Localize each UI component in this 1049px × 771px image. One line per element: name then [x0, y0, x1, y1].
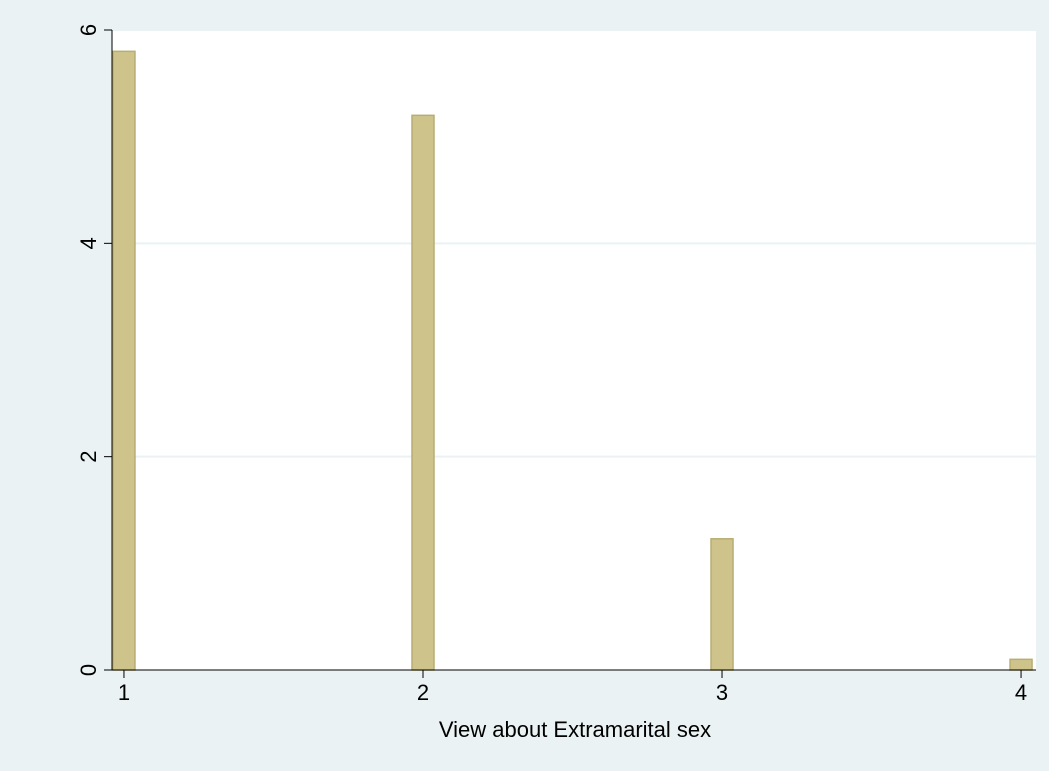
y-tick-label: 6: [76, 24, 101, 36]
y-tick-label: 0: [76, 664, 101, 676]
bars: [112, 50, 1033, 671]
x-tick-label: 4: [1015, 680, 1027, 705]
x-tick-label: 2: [417, 680, 429, 705]
y-tick-label: 4: [76, 237, 101, 249]
bar: [112, 50, 136, 671]
ticks: 1 2 3 4 0 2 4 6: [76, 24, 1027, 705]
x-axis-title: View about Extramarital sex: [439, 717, 711, 742]
bar: [710, 538, 734, 671]
bar: [411, 114, 435, 671]
plot-background: [112, 30, 1036, 670]
x-tick-label: 1: [118, 680, 130, 705]
y-tick-label: 2: [76, 451, 101, 463]
axes: [111, 30, 1036, 671]
bar: [1009, 658, 1033, 671]
grid-lines: [112, 29, 1036, 458]
x-tick-label: 3: [716, 680, 728, 705]
